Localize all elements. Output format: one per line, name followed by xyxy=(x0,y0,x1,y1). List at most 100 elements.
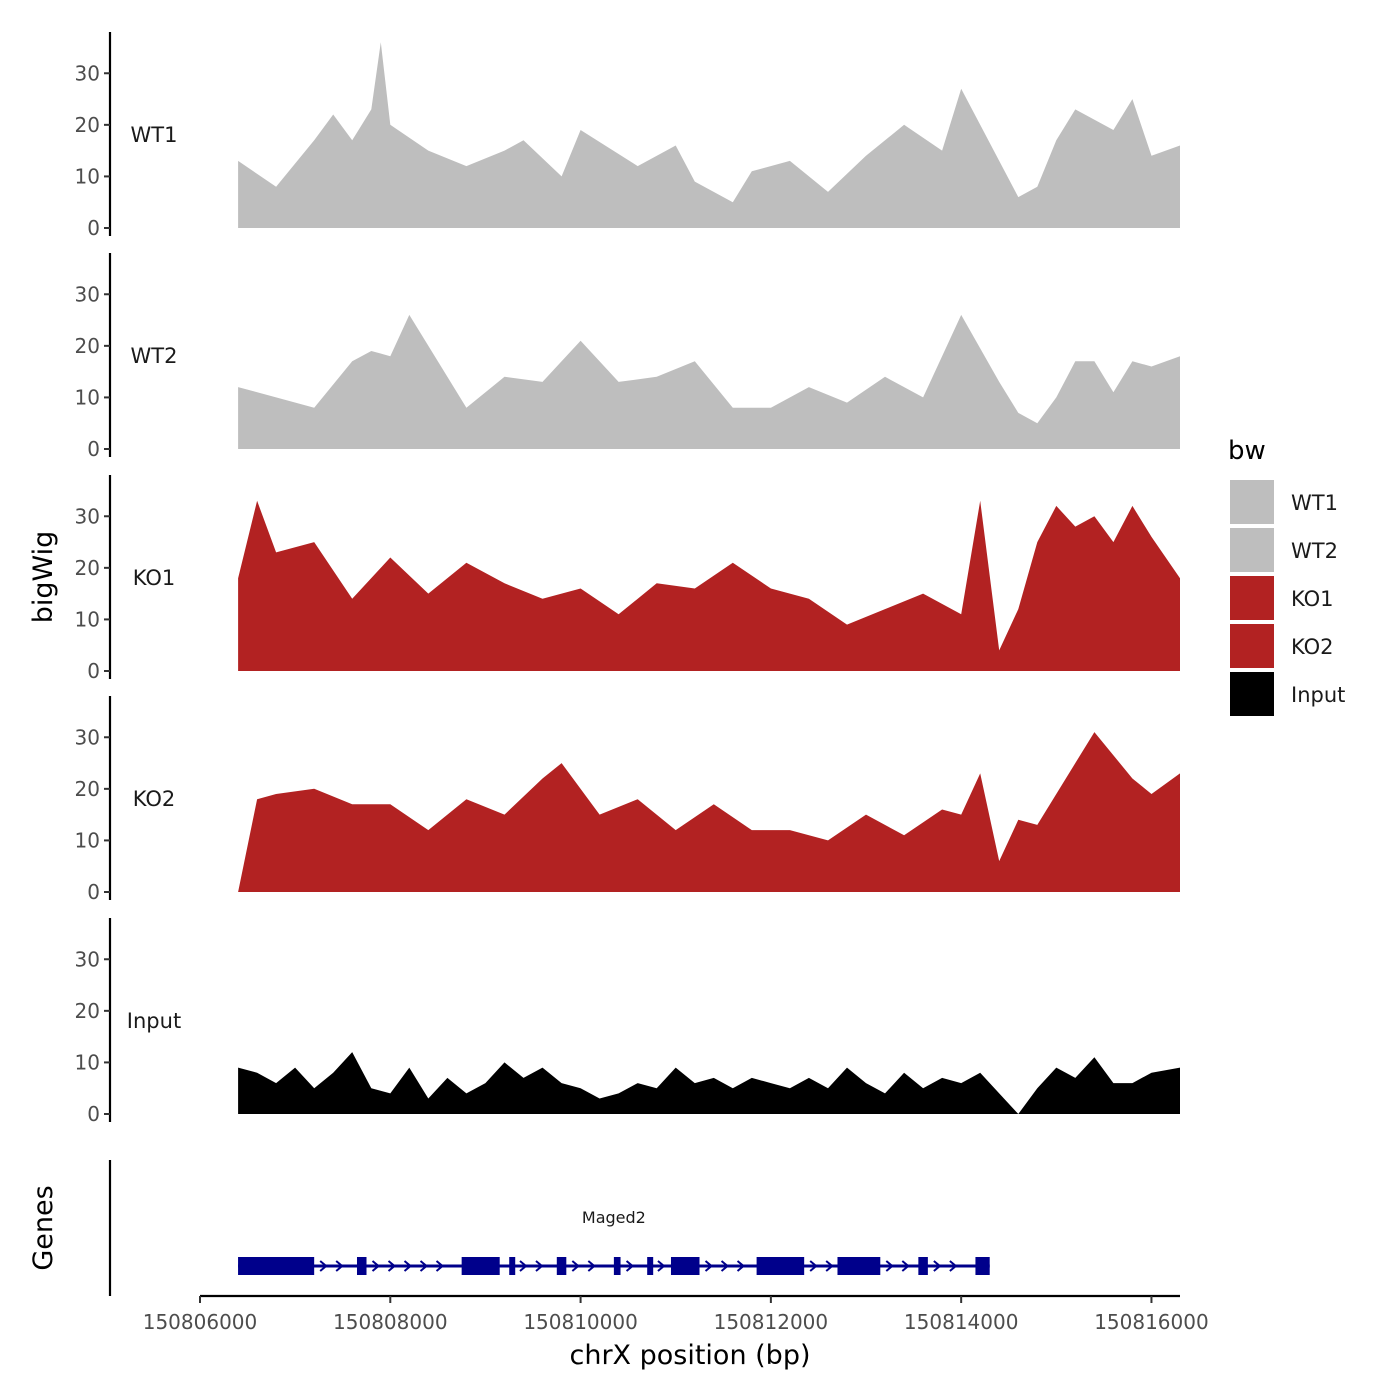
y-tick-label: 0 xyxy=(87,216,100,240)
area-ko1 xyxy=(238,500,1181,671)
y-tick-label: 20 xyxy=(75,334,100,358)
track-label-ko2: KO2 xyxy=(133,787,176,811)
legend-swatch xyxy=(1230,624,1274,668)
strand-arrow xyxy=(625,1260,635,1272)
strand-arrow xyxy=(825,1260,834,1272)
gene-exon xyxy=(918,1257,928,1275)
gene-track: Maged2 xyxy=(108,1160,990,1296)
area-wt2 xyxy=(238,314,1181,449)
legend-item-ko2: KO2 xyxy=(1230,624,1334,668)
y-tick-label: 20 xyxy=(75,556,100,580)
strand-arrow xyxy=(403,1260,413,1272)
gene-exon xyxy=(837,1257,881,1275)
strand-arrow xyxy=(933,1260,942,1272)
y-tick-label: 30 xyxy=(75,61,100,85)
strand-arrow xyxy=(720,1260,730,1272)
x-tick-label: 150812000 xyxy=(714,1310,829,1334)
track-label-wt2: WT2 xyxy=(131,344,178,368)
y-tick-label: 10 xyxy=(75,607,100,631)
strand-arrow xyxy=(435,1260,445,1272)
legend-label: Input xyxy=(1291,683,1345,707)
legend-swatch xyxy=(1230,528,1274,572)
strand-arrow xyxy=(335,1260,344,1272)
strand-arrow xyxy=(657,1260,666,1272)
y-axis-title: bigWig xyxy=(28,531,59,624)
y-tick-label: 0 xyxy=(87,659,100,683)
y-tick-label: 10 xyxy=(75,828,100,852)
strand-arrow xyxy=(587,1260,596,1272)
y-tick-label: 30 xyxy=(75,504,100,528)
track-label-ko1: KO1 xyxy=(133,566,176,590)
x-axis-title: chrX position (bp) xyxy=(569,1340,810,1371)
x-tick-label: 150806000 xyxy=(143,1310,258,1334)
area-wt1 xyxy=(238,42,1181,228)
strand-arrow xyxy=(387,1260,397,1272)
gene-exon xyxy=(975,1257,990,1275)
legend-item-wt2: WT2 xyxy=(1230,528,1338,572)
area-input xyxy=(238,1052,1181,1114)
strand-arrow xyxy=(901,1260,910,1272)
y-tick-label: 10 xyxy=(75,385,100,409)
legend-label: WT1 xyxy=(1291,491,1338,515)
gene-exon xyxy=(356,1257,367,1275)
strand-arrow xyxy=(885,1260,894,1272)
legend-label: KO2 xyxy=(1291,635,1334,659)
track-panel-input: 0 10 20 30 Input xyxy=(75,918,1181,1126)
legend-swatch xyxy=(1230,576,1274,620)
y-tick-label: 20 xyxy=(75,999,100,1023)
gene-exon xyxy=(647,1257,654,1275)
track-panel-ko2: 0 10 20 30 KO2 xyxy=(75,696,1181,904)
legend-label: KO1 xyxy=(1291,587,1334,611)
x-tick-label: 150816000 xyxy=(1094,1310,1209,1334)
y-tick-label: 10 xyxy=(75,1050,100,1074)
legend-swatch xyxy=(1230,480,1274,524)
track-label-input: Input xyxy=(127,1009,181,1033)
strand-arrow xyxy=(519,1260,528,1272)
y-tick-label: 0 xyxy=(87,880,100,904)
legend-label: WT2 xyxy=(1291,539,1338,563)
legend-swatch xyxy=(1230,672,1274,716)
x-tick-label: 150808000 xyxy=(333,1310,448,1334)
y-tick-label: 20 xyxy=(75,777,100,801)
gene-exon xyxy=(613,1257,621,1275)
strand-arrow xyxy=(571,1260,580,1272)
area-ko2 xyxy=(238,732,1181,892)
legend-item-wt1: WT1 xyxy=(1230,480,1338,524)
gene-exon xyxy=(670,1257,700,1275)
y-tick-label: 30 xyxy=(75,725,100,749)
legend-item-ko1: KO1 xyxy=(1230,576,1334,620)
x-axis: 150806000 150808000 150810000 150812000 1508… xyxy=(143,1294,1209,1334)
x-tick-label: 150810000 xyxy=(523,1310,638,1334)
track-panel-wt1: 0 10 20 30 WT1 xyxy=(75,32,1181,240)
gene-label: Maged2 xyxy=(582,1208,646,1227)
strand-arrow xyxy=(319,1260,328,1272)
legend-item-input: Input xyxy=(1230,672,1345,716)
y-tick-label: 20 xyxy=(75,113,100,137)
tracks-layer: 0 10 20 30 WT1 0 10 20 30 WT2 0 10 20 30 KO1 0 10 20 30 KO2… xyxy=(75,32,1181,1126)
strand-arrow xyxy=(736,1260,746,1272)
track-panel-wt2: 0 10 20 30 WT2 xyxy=(75,253,1181,461)
legend: bw WT1 WT2 KO1 KO2 Input xyxy=(1228,436,1345,716)
legend-title: bw xyxy=(1228,436,1266,466)
genes-axis-title: Genes xyxy=(28,1185,59,1270)
strand-arrow xyxy=(371,1260,381,1272)
strand-arrow xyxy=(949,1260,958,1272)
x-tick-label: 150814000 xyxy=(904,1310,1019,1334)
y-tick-label: 0 xyxy=(87,437,100,461)
track-label-wt1: WT1 xyxy=(131,123,178,147)
gene-maged2: Maged2 xyxy=(238,1208,990,1275)
strand-arrow xyxy=(704,1260,714,1272)
gene-exon xyxy=(509,1257,516,1275)
gene-exon xyxy=(556,1257,567,1275)
strand-arrow xyxy=(809,1260,818,1272)
gene-exon xyxy=(461,1257,500,1275)
track-panel-ko1: 0 10 20 30 KO1 xyxy=(75,475,1181,683)
gene-exon xyxy=(238,1257,315,1275)
y-tick-label: 30 xyxy=(75,282,100,306)
y-tick-label: 0 xyxy=(87,1102,100,1126)
y-tick-label: 30 xyxy=(75,947,100,971)
gene-exon xyxy=(756,1257,805,1275)
y-tick-label: 10 xyxy=(75,164,100,188)
strand-arrow xyxy=(419,1260,429,1272)
